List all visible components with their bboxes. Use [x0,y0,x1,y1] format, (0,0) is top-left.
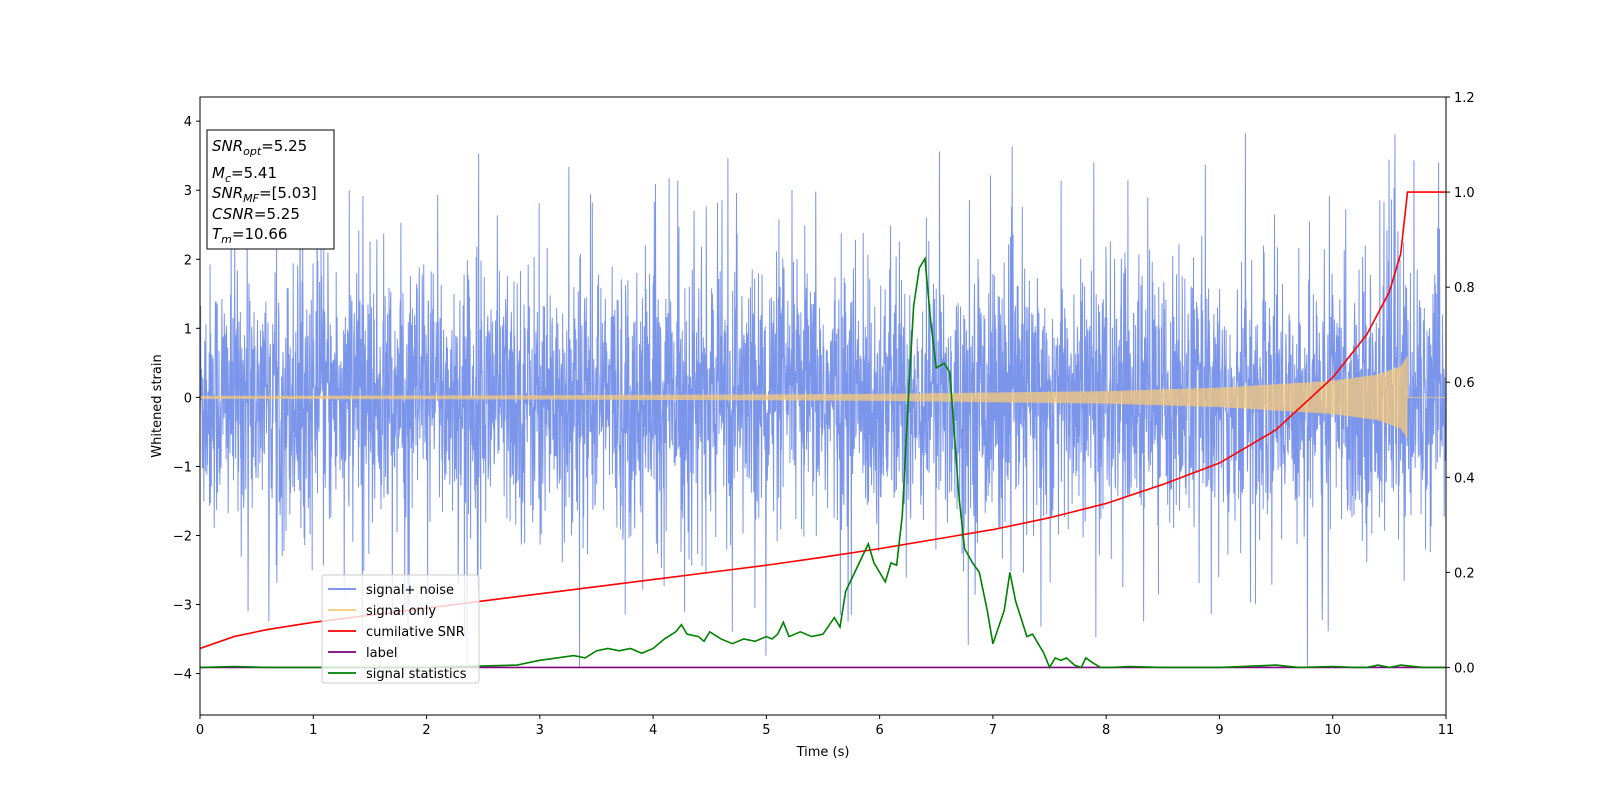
y2-tick-label: 1.2 [1454,91,1475,106]
x-tick-label: 6 [875,723,883,738]
annotation-symbol: T [212,225,223,243]
legend-label: signal statistics [366,667,467,682]
legend-label: signal+ noise [366,583,454,598]
legend-label: label [366,646,397,661]
legend-label: cumilative SNR [366,625,465,640]
annotation-line: Mc=5.41 [212,164,277,185]
annotation-symbol: SNR [212,137,243,155]
legend: signal+ noise signal only cumilative SNR la… [321,574,480,684]
y-tick-label: 3 [184,184,192,199]
x-tick-label: 0 [196,723,204,738]
y-tick-label: −2 [173,529,192,544]
y2-tick-label: 0.6 [1454,376,1475,391]
y-axis-label: Whitened strain [150,354,165,457]
annotation-value: =5.25 [254,205,300,223]
annotation-symbol: SNR [212,184,243,202]
annotation-value: =5.25 [261,137,307,155]
annotation-line: CSNR=5.25 [212,205,300,223]
plot-frame [199,96,1447,716]
annotation-frame [206,129,335,250]
x-axis-label: Time (s) [796,745,850,760]
series-signal-only [200,356,1446,438]
annotation-symbol: M [212,164,225,182]
x-tick-label: 10 [1324,723,1341,738]
y2-tick-label: 0.8 [1454,281,1475,296]
x-tick-label: 8 [1102,723,1110,738]
annotation-subscript: opt [243,145,262,158]
y-tick-label: −1 [173,460,192,475]
annotation-value: =5.41 [231,164,277,182]
y2-tick-label: 1.0 [1454,186,1475,201]
y2-tick-label: 0.4 [1454,471,1475,486]
annotation-value: =[5.03] [259,184,317,202]
legend-frame [321,574,480,684]
x-tick-label: 1 [309,723,317,738]
x-tick-label: 3 [536,723,544,738]
y-tick-label: 1 [184,322,192,337]
x-tick-label: 7 [989,723,997,738]
annotation-symbol: CSNR [212,205,254,223]
y-tick-label: −3 [173,599,192,614]
annotation-subscript: c [225,172,231,185]
annotation-line: SNRMF=[5.03] [212,184,317,205]
annotation-line: SNRopt=5.25 [212,137,307,158]
y-tick-label: 4 [184,115,192,130]
x-tick-label: 2 [422,723,430,738]
series-signal-statistics [200,256,1446,670]
y-tick-label: 0 [184,391,192,406]
x-tick-label: 4 [649,723,657,738]
annotation-value: =10.66 [232,225,288,243]
legend-label: signal only [366,604,436,619]
y2-tick-label: 0.0 [1454,661,1475,676]
y-tick-label: −4 [173,668,192,683]
y-tick-label: 2 [184,253,192,268]
metrics-annotation: SNRopt=5.25Mc=5.41SNRMF=[5.03]CSNR=5.25T… [206,129,335,250]
annotation-subscript: m [221,233,232,246]
x-tick-label: 5 [762,723,770,738]
x-tick-label: 9 [1215,723,1223,738]
annotation-line: Tm=10.66 [212,225,287,246]
axes-ticks: 0 1 2 3 4 5 6 7 8 9 10 11 −4 −3 −2 −1 0 1 2 3 4 0.0 0.2 0.4 0.6 0… [173,91,1475,738]
annotation-subscript: MF [243,192,259,205]
x-tick-label: 11 [1438,723,1455,738]
y2-tick-label: 0.2 [1454,566,1475,581]
